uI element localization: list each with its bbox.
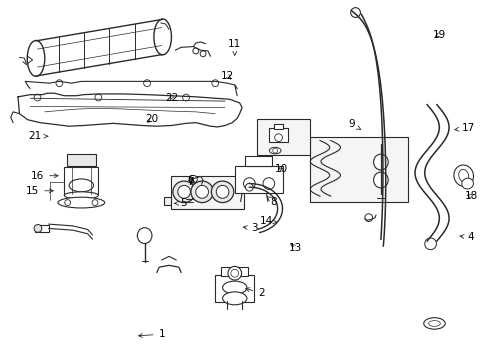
Ellipse shape [269, 147, 281, 154]
Text: 11: 11 [228, 39, 241, 55]
Ellipse shape [190, 181, 213, 203]
Ellipse shape [69, 179, 93, 192]
Ellipse shape [27, 41, 45, 76]
Ellipse shape [64, 192, 98, 199]
Text: 15: 15 [26, 186, 53, 196]
Ellipse shape [173, 181, 195, 203]
Ellipse shape [195, 185, 208, 198]
Circle shape [143, 80, 150, 87]
Circle shape [364, 214, 372, 221]
Circle shape [34, 94, 41, 101]
Circle shape [272, 148, 277, 153]
Text: 7: 7 [187, 177, 194, 187]
Circle shape [56, 80, 62, 87]
Ellipse shape [453, 165, 472, 186]
Circle shape [92, 200, 98, 206]
Ellipse shape [461, 178, 472, 189]
Circle shape [227, 266, 241, 280]
Circle shape [424, 238, 435, 250]
Ellipse shape [222, 292, 246, 305]
Text: 8: 8 [266, 197, 277, 207]
Circle shape [200, 51, 205, 57]
Ellipse shape [373, 172, 387, 188]
Bar [215, 275, 254, 302]
Bar [35, 225, 49, 232]
Ellipse shape [216, 185, 228, 198]
Circle shape [243, 178, 255, 189]
Bar [256, 119, 309, 155]
Ellipse shape [373, 154, 387, 170]
Text: 19: 19 [432, 30, 445, 40]
Ellipse shape [211, 181, 233, 203]
Circle shape [64, 200, 70, 206]
Ellipse shape [423, 318, 444, 329]
Bar [268, 128, 288, 141]
Ellipse shape [428, 320, 439, 326]
Text: 17: 17 [454, 123, 474, 133]
Circle shape [211, 80, 218, 87]
Bar [221, 267, 247, 276]
Text: 2: 2 [245, 288, 264, 298]
Ellipse shape [178, 185, 190, 198]
Text: 22: 22 [164, 93, 178, 103]
Circle shape [230, 269, 238, 277]
Bar [64, 167, 98, 194]
Circle shape [263, 178, 274, 189]
Circle shape [245, 183, 253, 191]
Text: 6: 6 [187, 175, 194, 185]
Circle shape [274, 134, 282, 141]
Text: 14: 14 [260, 216, 276, 226]
Text: 9: 9 [347, 120, 360, 129]
Ellipse shape [58, 197, 104, 208]
Ellipse shape [154, 19, 171, 55]
Bar [66, 154, 96, 166]
Text: 12: 12 [221, 71, 234, 81]
Text: 18: 18 [464, 191, 477, 201]
Text: 1: 1 [138, 329, 164, 339]
Circle shape [34, 225, 42, 232]
Bar [164, 197, 185, 205]
Circle shape [350, 8, 360, 17]
Ellipse shape [137, 228, 152, 243]
Bar [273, 125, 283, 129]
Bar [309, 137, 407, 202]
Text: 5: 5 [174, 198, 186, 208]
Ellipse shape [458, 169, 468, 182]
Text: 10: 10 [274, 164, 287, 174]
Bar [234, 166, 283, 193]
Text: 4: 4 [459, 232, 473, 242]
Text: 13: 13 [288, 243, 302, 253]
Circle shape [182, 94, 189, 101]
Circle shape [192, 48, 198, 54]
Ellipse shape [222, 281, 246, 294]
Circle shape [95, 94, 102, 101]
Text: 16: 16 [31, 171, 58, 181]
Text: 20: 20 [145, 114, 158, 124]
Circle shape [189, 175, 197, 183]
Text: 3: 3 [243, 224, 257, 233]
Bar [245, 156, 272, 166]
Bar [171, 176, 243, 209]
Text: 21: 21 [28, 131, 48, 141]
